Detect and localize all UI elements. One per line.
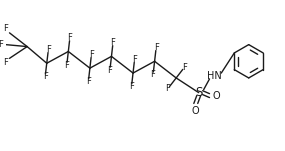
Text: F: F [3, 58, 8, 67]
Text: HN: HN [207, 71, 222, 81]
Text: F: F [182, 63, 187, 72]
Text: F: F [165, 84, 170, 93]
Text: F: F [0, 40, 3, 49]
Text: F: F [64, 61, 69, 70]
Text: F: F [89, 50, 94, 59]
Text: F: F [132, 55, 137, 64]
Text: F: F [86, 77, 91, 86]
Text: F: F [3, 24, 8, 33]
Text: F: F [129, 82, 134, 91]
Text: F: F [43, 72, 48, 81]
Text: O: O [192, 106, 199, 116]
Text: F: F [154, 43, 158, 52]
Text: F: F [111, 38, 115, 47]
Text: S: S [195, 86, 202, 99]
Text: F: F [68, 33, 72, 42]
Text: F: F [150, 70, 156, 79]
Text: O: O [213, 91, 220, 101]
Text: F: F [107, 66, 112, 75]
Text: F: F [46, 45, 51, 54]
